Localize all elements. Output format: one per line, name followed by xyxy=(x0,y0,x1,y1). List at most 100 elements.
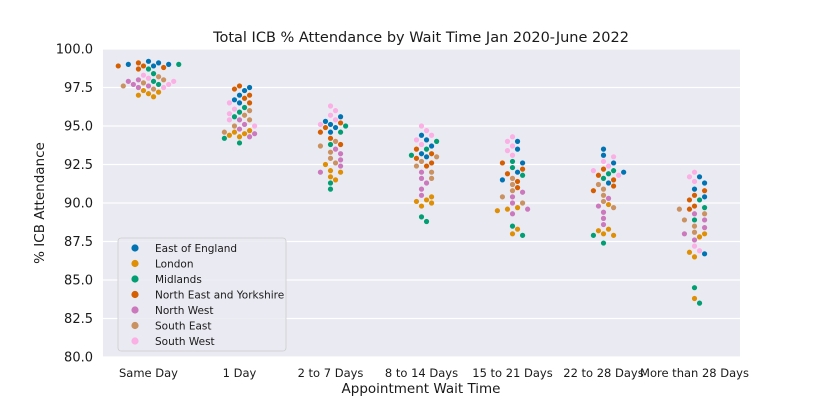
data-point xyxy=(337,151,344,157)
data-point xyxy=(408,152,415,158)
data-point xyxy=(423,163,430,169)
data-point xyxy=(696,174,703,180)
data-point xyxy=(166,81,172,88)
data-point xyxy=(252,131,258,137)
data-point xyxy=(509,231,516,237)
data-point xyxy=(150,63,157,69)
data-point xyxy=(327,121,334,128)
data-point xyxy=(423,218,430,225)
data-point xyxy=(332,160,339,166)
data-point xyxy=(509,200,516,206)
data-point xyxy=(428,194,435,200)
data-point xyxy=(327,186,334,192)
data-point xyxy=(150,71,157,77)
x-tick-label: More than 28 Days xyxy=(640,366,749,380)
data-point xyxy=(140,63,147,69)
data-point xyxy=(418,151,425,157)
data-point xyxy=(236,140,243,146)
data-point xyxy=(605,226,612,232)
data-point xyxy=(150,94,157,100)
data-point xyxy=(327,135,334,141)
legend-label: London xyxy=(155,258,194,270)
data-point xyxy=(161,64,167,71)
data-point xyxy=(337,129,344,135)
data-point xyxy=(696,248,703,254)
legend-label: North East and Yorkshire xyxy=(155,289,284,301)
x-tick-label: Same Day xyxy=(119,366,178,380)
data-point xyxy=(246,92,253,98)
data-point xyxy=(509,175,516,181)
data-point xyxy=(327,155,334,161)
data-point xyxy=(701,188,708,194)
data-point xyxy=(504,148,511,154)
data-point xyxy=(418,169,425,175)
data-point xyxy=(135,60,142,66)
data-point xyxy=(509,181,516,188)
data-point xyxy=(418,186,425,192)
data-point xyxy=(241,104,248,111)
data-point xyxy=(327,103,334,109)
data-point xyxy=(161,84,167,91)
data-point xyxy=(332,117,339,123)
x-tick-label: 8 to 14 Days xyxy=(385,366,458,380)
data-point xyxy=(514,226,521,232)
data-point xyxy=(140,72,147,78)
data-point xyxy=(135,84,142,91)
data-point xyxy=(509,158,516,165)
data-point xyxy=(221,135,227,141)
data-point xyxy=(691,285,698,291)
data-point xyxy=(519,232,526,238)
data-point xyxy=(605,171,612,177)
data-point xyxy=(418,141,425,148)
data-point xyxy=(418,132,425,138)
data-point xyxy=(332,177,339,183)
data-point xyxy=(327,174,334,180)
data-point xyxy=(600,175,607,181)
data-point xyxy=(231,129,238,135)
data-point xyxy=(418,158,425,165)
data-point xyxy=(236,109,243,115)
data-point xyxy=(595,172,602,178)
data-point xyxy=(241,112,248,118)
data-point xyxy=(681,231,688,237)
data-point xyxy=(145,58,152,64)
data-point xyxy=(494,208,500,214)
data-point xyxy=(434,138,440,144)
data-point xyxy=(428,175,435,181)
legend-box xyxy=(117,237,287,352)
data-point xyxy=(686,197,693,203)
data-point xyxy=(605,180,612,186)
data-point xyxy=(327,180,334,186)
data-point xyxy=(605,163,612,169)
y-tick-label: 85.0 xyxy=(64,274,93,289)
data-points xyxy=(115,58,708,306)
legend-label: North West xyxy=(155,305,214,317)
data-point xyxy=(155,60,162,66)
data-point xyxy=(125,61,131,67)
data-point xyxy=(701,205,708,211)
data-point xyxy=(332,146,339,152)
data-point xyxy=(610,154,617,160)
data-point xyxy=(434,154,440,160)
data-point xyxy=(499,160,506,166)
data-point xyxy=(246,84,253,91)
data-point xyxy=(691,178,698,185)
data-point xyxy=(519,160,526,166)
data-point xyxy=(600,146,607,152)
data-point xyxy=(125,78,131,84)
data-point xyxy=(428,200,435,206)
data-point xyxy=(423,128,430,134)
data-point xyxy=(246,128,253,134)
data-point xyxy=(600,215,607,221)
data-point xyxy=(221,129,227,135)
y-tick-label: 97.5 xyxy=(64,81,93,96)
data-point xyxy=(519,200,526,206)
data-point xyxy=(600,166,607,172)
data-point xyxy=(600,198,607,205)
data-point xyxy=(514,185,521,191)
data-point xyxy=(317,143,324,149)
data-point xyxy=(691,254,698,260)
data-point xyxy=(691,229,698,235)
data-point xyxy=(590,232,597,238)
data-point xyxy=(231,97,238,103)
